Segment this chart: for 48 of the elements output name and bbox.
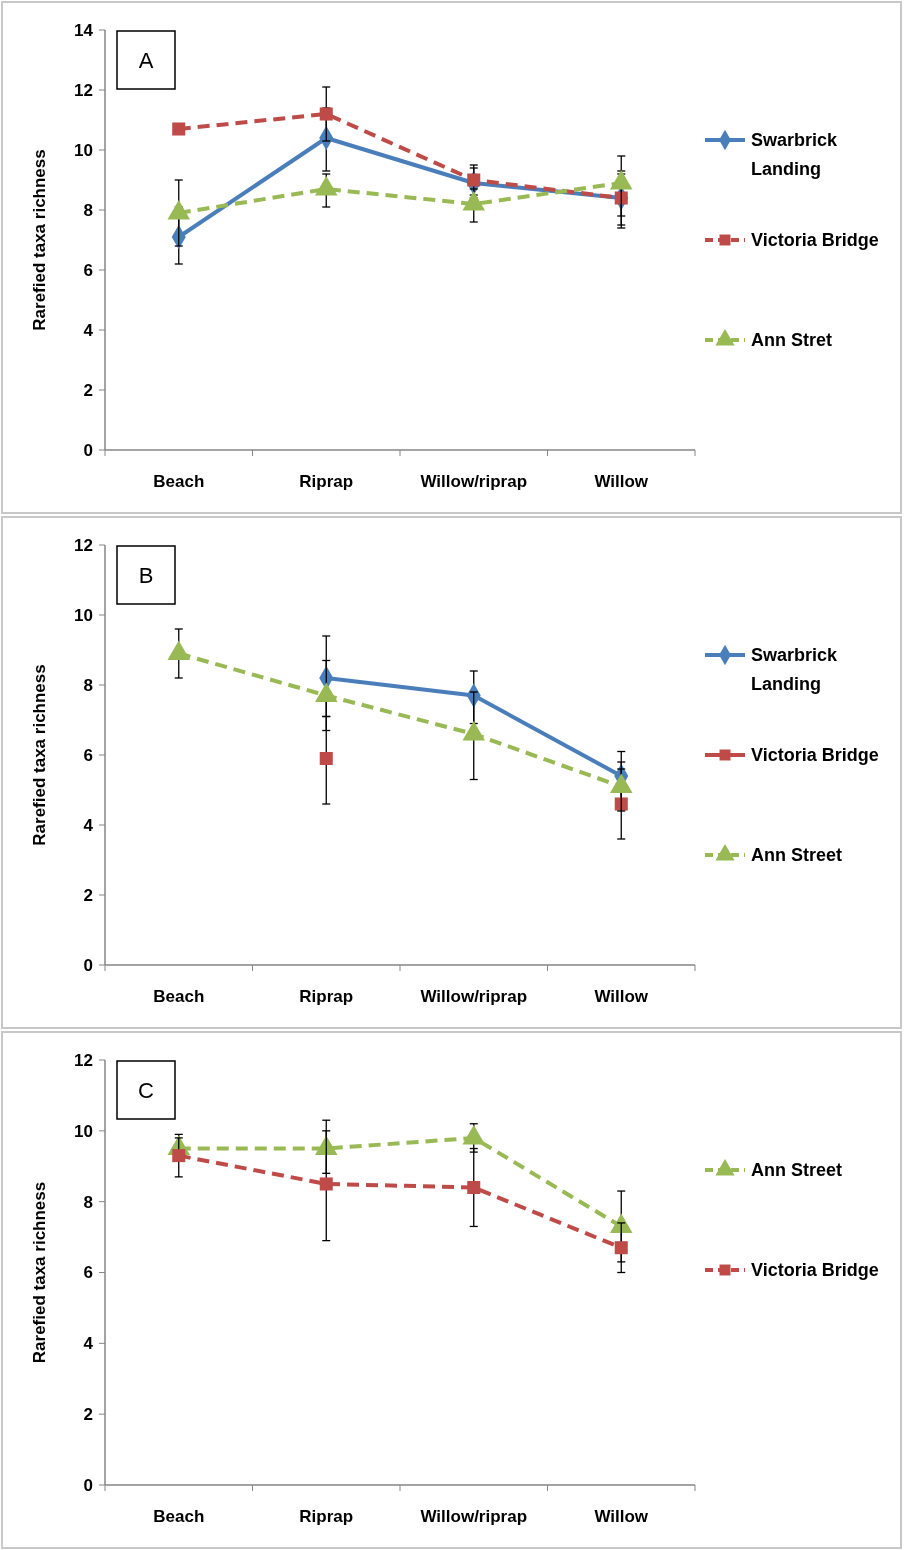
x-tick-label: Riprap <box>299 1507 354 1526</box>
legend-label: Victoria Bridge <box>751 230 879 251</box>
x-tick-label: Willow <box>594 987 649 1006</box>
y-tick-label: 10 <box>74 140 93 160</box>
y-axis-title: Rarefied taxa richness <box>30 1181 49 1364</box>
y-tick-label: 8 <box>83 1192 93 1212</box>
annotation: C <box>138 1077 155 1103</box>
y-tick-label: 2 <box>83 1405 93 1425</box>
x-tick-label: Beach <box>153 987 205 1006</box>
x-tick-label: Willow <box>594 472 649 491</box>
legend-label: Ann Stret <box>751 330 833 351</box>
y-tick-label: 0 <box>83 440 93 460</box>
y-tick-label: 0 <box>83 1475 93 1495</box>
legend-label: Victoria Bridge <box>751 745 879 766</box>
y-tick-label: 12 <box>74 1050 93 1070</box>
x-tick-label: Beach <box>153 1507 205 1526</box>
x-tick-label: Willow/riprap <box>420 987 528 1006</box>
legend-label: Swarbrick Landing <box>751 130 839 180</box>
y-tick-label: 8 <box>83 200 93 220</box>
y-tick-label: 12 <box>74 80 93 100</box>
legend-label: Ann Street <box>751 1160 843 1181</box>
y-tick-label: 6 <box>83 260 93 280</box>
y-axis-title: Rarefied taxa richness <box>30 664 49 846</box>
x-tick-label: Willow/riprap <box>420 1507 528 1526</box>
x-tick-label: Riprap <box>299 987 354 1006</box>
y-tick-label: 6 <box>83 745 93 765</box>
legend-label: Swarbrick Landing <box>751 645 839 695</box>
annotation: A <box>138 47 154 73</box>
y-tick-label: 6 <box>83 1263 93 1283</box>
x-tick-label: Willow/riprap <box>420 472 528 491</box>
y-tick-label: 4 <box>83 815 94 835</box>
y-axis-title: Rarefied taxa richness <box>30 149 49 331</box>
y-tick-label: 10 <box>74 605 93 625</box>
y-tick-label: 10 <box>74 1121 93 1141</box>
y-tick-label: 12 <box>74 535 93 555</box>
y-tick-label: 4 <box>83 320 94 340</box>
legend-label: Ann Street <box>751 845 843 866</box>
x-tick-label: Beach <box>153 472 205 491</box>
annotation: B <box>138 562 154 588</box>
x-tick-label: Riprap <box>299 472 354 491</box>
y-tick-label: 0 <box>83 955 93 975</box>
y-tick-label: 2 <box>83 380 93 400</box>
legend-label: Victoria Bridge <box>751 1260 879 1281</box>
x-tick-label: Willow <box>594 1507 649 1526</box>
y-tick-label: 2 <box>83 885 93 905</box>
y-tick-label: 8 <box>83 675 93 695</box>
y-tick-label: 14 <box>74 20 94 40</box>
y-tick-label: 4 <box>83 1334 94 1354</box>
